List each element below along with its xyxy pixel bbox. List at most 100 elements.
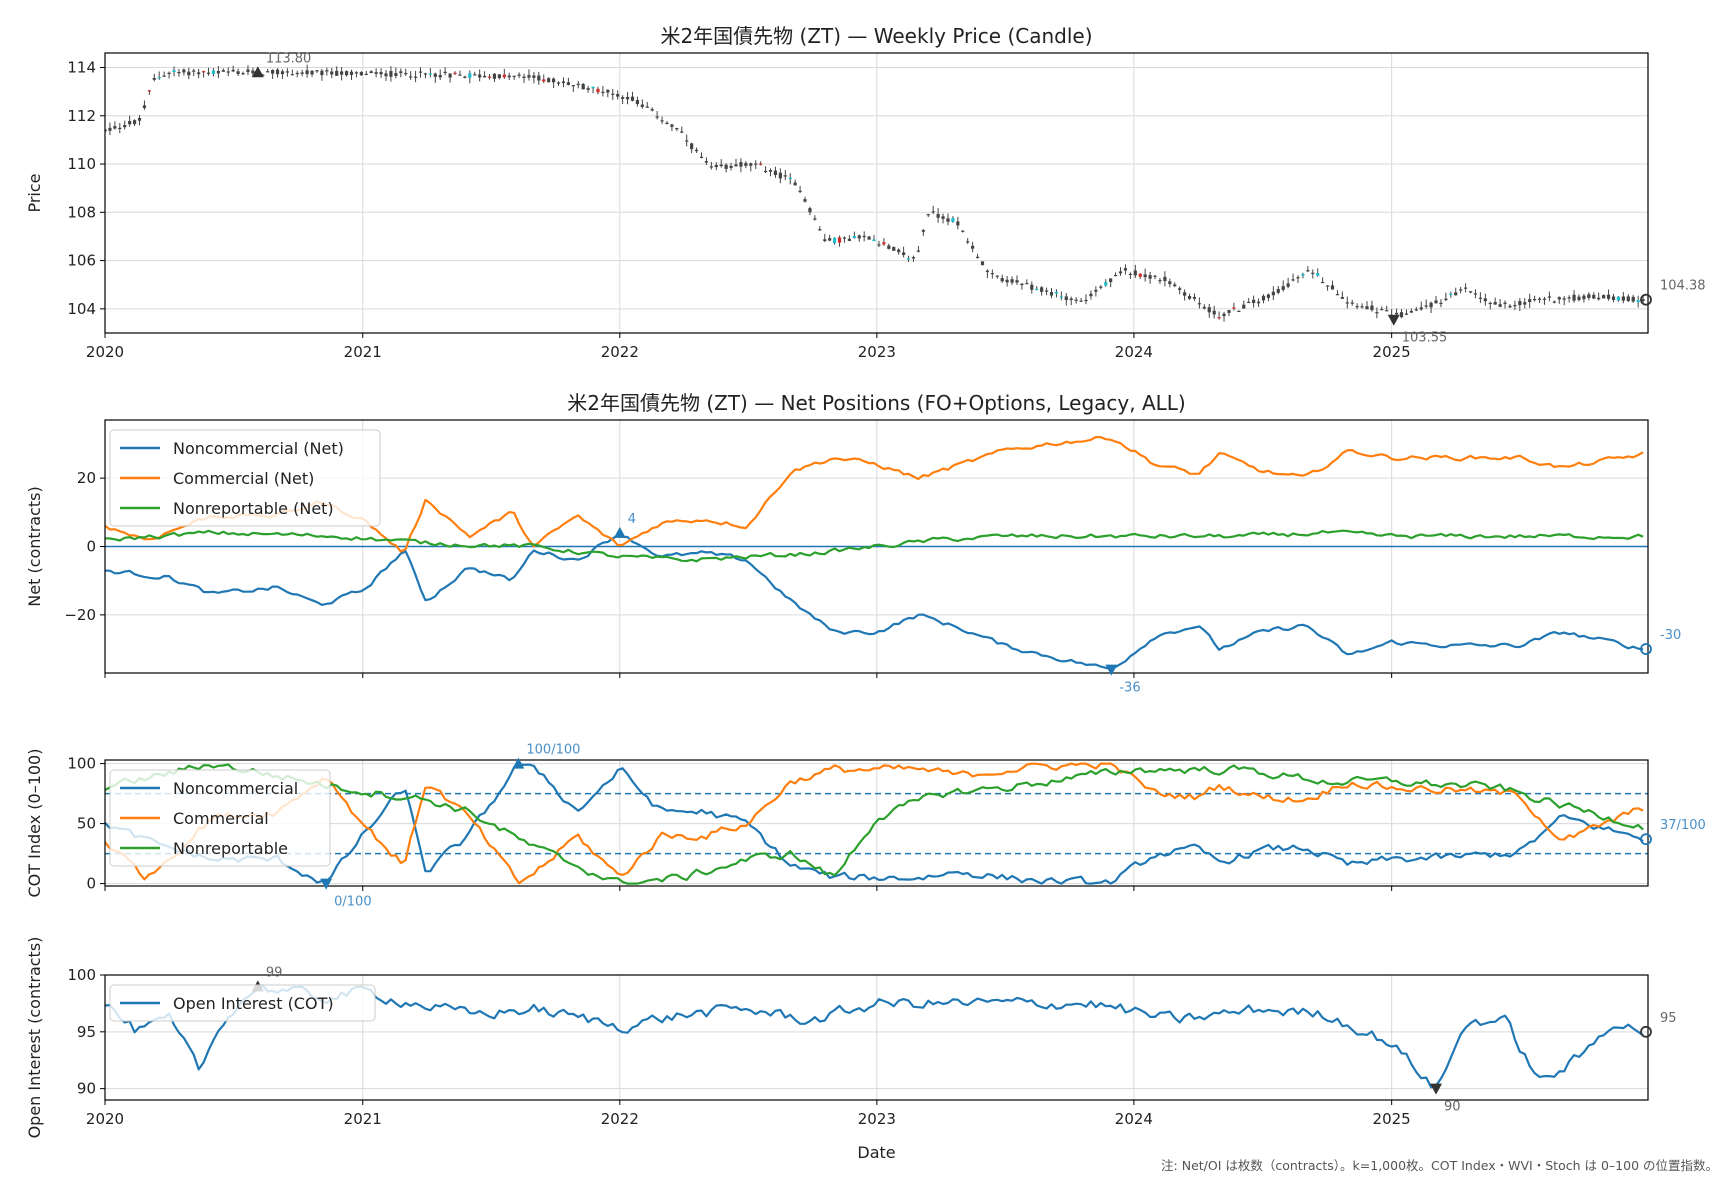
candle-body — [1375, 312, 1379, 314]
candle-body — [606, 89, 610, 93]
candle-body — [108, 127, 112, 131]
candle-body — [635, 100, 640, 105]
candle-body — [1404, 313, 1409, 315]
candle-body — [1222, 313, 1226, 317]
candle-body — [1079, 300, 1083, 302]
max-marker — [251, 66, 264, 78]
legend-label: Commercial (Net) — [173, 469, 314, 488]
candle-body — [556, 82, 561, 84]
candle-body — [1577, 296, 1581, 301]
candle-body — [1542, 298, 1547, 300]
candle-body — [1217, 317, 1221, 319]
candle-body — [921, 230, 925, 232]
candle-body — [1005, 279, 1009, 283]
min-marker — [1105, 664, 1118, 676]
candle-body — [1099, 286, 1103, 288]
max-marker — [613, 526, 626, 538]
candle-body — [128, 120, 132, 125]
candle-body — [813, 218, 817, 220]
y-tick-label: 50 — [77, 815, 96, 833]
candle-body — [985, 270, 990, 273]
candle-body — [1429, 302, 1433, 308]
candle-body — [517, 74, 521, 76]
x-tick-label: 2020 — [86, 343, 124, 361]
candle-body — [275, 69, 280, 75]
candle-body — [453, 72, 457, 75]
candle-body — [916, 250, 921, 252]
candle-body — [182, 69, 186, 73]
last-annotation: 37/100 — [1660, 818, 1706, 833]
max-annotation: 113.80 — [266, 51, 312, 66]
candle-body — [305, 70, 309, 75]
candle-body — [832, 237, 837, 244]
candle-body — [271, 69, 275, 74]
candle-body — [197, 72, 201, 75]
candle-body — [581, 83, 585, 90]
candle-body — [266, 71, 270, 73]
candle-body — [699, 156, 704, 158]
candle-body — [882, 242, 886, 245]
candle-body — [1118, 271, 1123, 274]
candle-body — [828, 238, 832, 241]
candle-body — [320, 70, 324, 76]
candle-body — [1582, 295, 1586, 300]
candle-body — [837, 237, 842, 243]
candle-body — [616, 94, 620, 97]
candle-body — [236, 71, 240, 75]
candle-body — [1261, 295, 1266, 301]
x-tick-label: 2023 — [858, 1110, 896, 1128]
candle-body — [413, 76, 418, 78]
candle-body — [1350, 302, 1354, 304]
candle-body — [1503, 302, 1507, 304]
candle-body — [1621, 296, 1625, 301]
candle-body — [911, 257, 916, 259]
candle-body — [946, 218, 950, 222]
candle-body — [1626, 296, 1630, 302]
candle-body — [783, 175, 787, 177]
candle-body — [887, 245, 891, 249]
candle-body — [285, 71, 289, 73]
candle-body — [685, 140, 689, 142]
candle-body — [394, 73, 398, 76]
axes-frame — [104, 759, 1649, 887]
last-marker — [1640, 293, 1652, 306]
candle-body — [906, 258, 911, 260]
candle-body — [1197, 303, 1201, 305]
candle-body — [670, 124, 674, 127]
last-marker — [1640, 833, 1652, 846]
candle-body — [1439, 302, 1443, 305]
candle-body — [349, 71, 354, 75]
candle-body — [975, 256, 980, 259]
candle-body — [113, 126, 117, 129]
panel-oi: 90 95 100 2020 2021 2022 2023 2024 2025 Open Inte… — [25, 937, 1677, 1162]
x-tick-label: 2023 — [858, 343, 896, 361]
candle-body — [423, 73, 428, 75]
legend-label: Nonreportable (Net) — [173, 499, 334, 518]
candle-body — [591, 86, 595, 89]
candle-body — [877, 244, 881, 246]
candle-body — [172, 70, 176, 73]
candle-body — [547, 78, 551, 83]
candle-body — [162, 75, 166, 77]
candle-body — [1483, 298, 1487, 302]
axes-frame — [104, 52, 1649, 334]
candle-body — [1592, 294, 1596, 299]
candle-body — [1266, 294, 1271, 298]
candle-body — [478, 74, 482, 78]
candle-body — [1020, 283, 1024, 286]
candle-body — [512, 75, 516, 77]
candle-body — [1247, 301, 1251, 304]
candle-body — [142, 105, 147, 109]
footnote: 注: Net/OI は枚数（contracts）。k=1,000枚。COT In… — [1161, 1158, 1718, 1173]
candle-body — [596, 88, 600, 93]
candle-body — [1252, 299, 1256, 303]
candle-body — [330, 71, 334, 75]
candle-body — [1562, 298, 1566, 300]
candle-body — [576, 83, 580, 85]
candle-body — [1597, 297, 1601, 300]
candle-body — [867, 236, 871, 240]
candle-body — [586, 88, 590, 90]
chart-panels: 104 106 108 110 112 114 2020 2021 2022 2023 2024 20… — [25, 24, 1706, 1162]
candle-body — [1153, 275, 1157, 277]
candle-body — [1301, 274, 1305, 276]
